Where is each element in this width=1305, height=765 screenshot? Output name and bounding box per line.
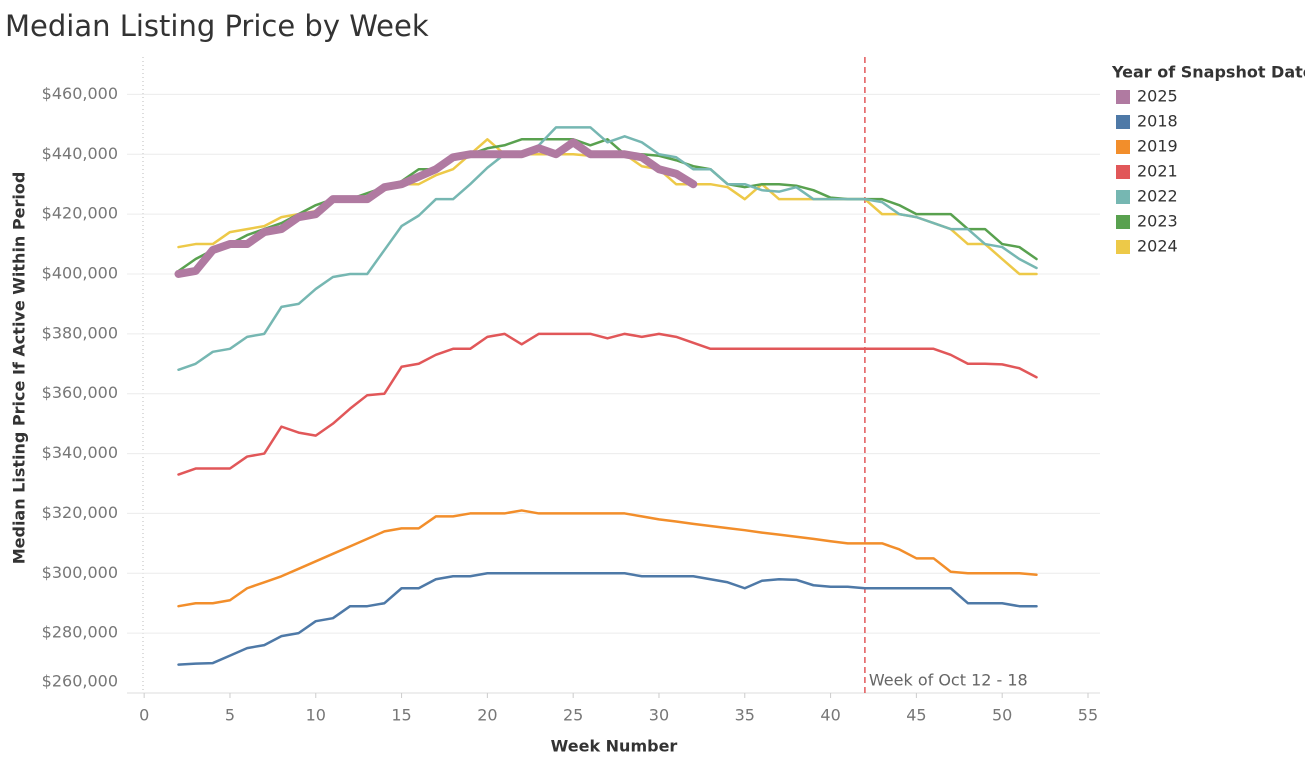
x-tick-label: 0 xyxy=(139,706,149,725)
series-line xyxy=(177,509,1038,608)
y-tick-label: $300,000 xyxy=(42,563,118,582)
y-tick-label: $320,000 xyxy=(42,503,118,522)
y-tick-label: $360,000 xyxy=(42,383,118,402)
series-line xyxy=(177,138,1038,276)
x-tick-label: 45 xyxy=(906,706,926,725)
legend-swatch xyxy=(1116,140,1130,154)
legend-swatch xyxy=(1116,215,1130,229)
y-tick-label: $340,000 xyxy=(42,443,118,462)
x-tick-label: 30 xyxy=(649,706,669,725)
series-line xyxy=(177,138,1038,273)
y-tick-label: $460,000 xyxy=(42,84,118,103)
x-tick-label: 5 xyxy=(225,706,235,725)
series-line xyxy=(177,332,1038,476)
legend-label: 2025 xyxy=(1137,87,1178,106)
y-tick-label: $260,000 xyxy=(42,672,118,691)
legend-swatch xyxy=(1116,240,1130,254)
y-tick-label: $380,000 xyxy=(42,323,118,342)
y-tick-label: $280,000 xyxy=(42,623,118,642)
y-axis-label: Median Listing Price If Active Within Pe… xyxy=(10,172,29,565)
chart-title: Median Listing Price by Week xyxy=(5,9,429,43)
legend-label: 2024 xyxy=(1137,237,1178,256)
x-tick-label: 10 xyxy=(306,706,326,725)
x-tick-label: 35 xyxy=(735,706,755,725)
legend-swatch xyxy=(1116,190,1130,204)
legend-swatch xyxy=(1116,90,1130,104)
legend-label: 2023 xyxy=(1137,212,1178,231)
x-tick-label: 50 xyxy=(992,706,1012,725)
reference-label: Week of Oct 12 - 18 xyxy=(869,671,1028,690)
x-tick-label: 15 xyxy=(391,706,411,725)
legend-label: 2021 xyxy=(1137,162,1178,181)
legend-label: 2018 xyxy=(1137,112,1178,131)
legend-swatch xyxy=(1116,115,1130,129)
series-line xyxy=(174,138,698,278)
x-tick-label: 55 xyxy=(1078,706,1098,725)
y-tick-label: $420,000 xyxy=(42,204,118,223)
x-tick-label: 40 xyxy=(820,706,840,725)
series-line xyxy=(177,126,1038,372)
x-tick-label: 20 xyxy=(477,706,497,725)
x-axis-label: Week Number xyxy=(551,737,678,756)
legend-swatch xyxy=(1116,165,1130,179)
series-line xyxy=(177,572,1038,666)
legend-label: 2022 xyxy=(1137,187,1178,206)
legend-label: 2019 xyxy=(1137,137,1178,156)
legend-title: Year of Snapshot Date xyxy=(1111,63,1305,82)
y-tick-label: $400,000 xyxy=(42,263,118,282)
y-tick-label: $440,000 xyxy=(42,144,118,163)
x-tick-label: 25 xyxy=(563,706,583,725)
